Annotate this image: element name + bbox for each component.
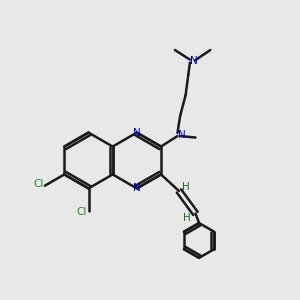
Text: H: H: [182, 182, 190, 192]
Text: N: N: [178, 130, 186, 140]
Text: N: N: [190, 56, 198, 66]
Text: Cl: Cl: [33, 179, 44, 189]
Text: N: N: [133, 128, 141, 138]
Text: Cl: Cl: [76, 207, 87, 218]
Text: H: H: [183, 213, 190, 223]
Text: N: N: [133, 183, 141, 194]
